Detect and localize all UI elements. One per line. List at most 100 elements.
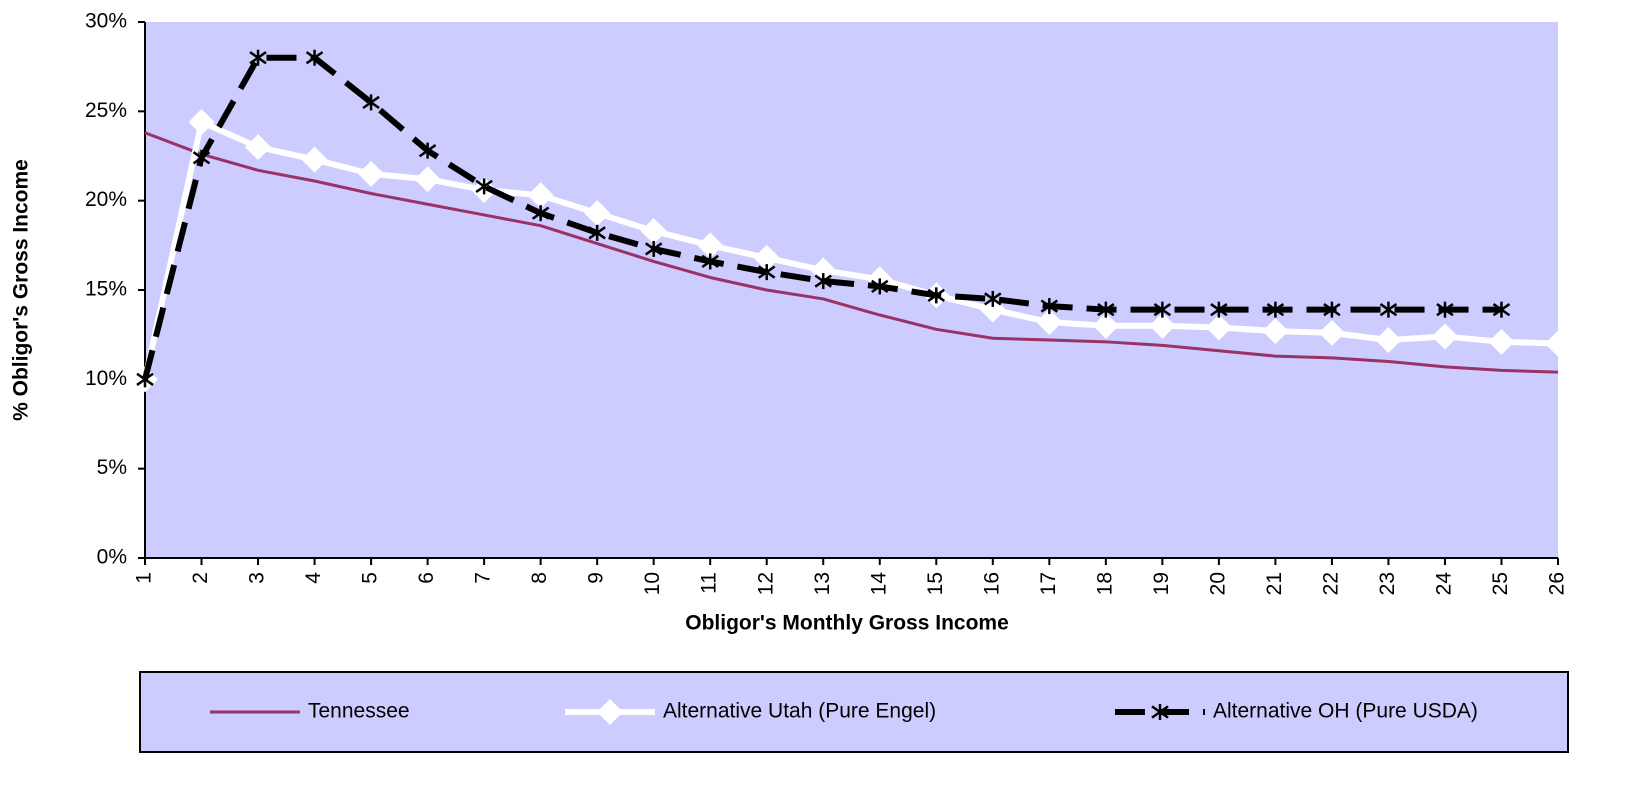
marker-stroke (418, 144, 437, 158)
x-tick-label: 2 (189, 572, 212, 584)
point-marker (984, 290, 1002, 307)
point-marker (1092, 312, 1119, 339)
marker-stroke (927, 288, 945, 302)
marker-stroke (1492, 303, 1511, 317)
point-marker (814, 273, 832, 290)
marker-stroke (136, 372, 154, 386)
x-tick-label: 23 (1376, 572, 1399, 595)
point-marker (697, 232, 724, 259)
x-axis-title: Obligor's Monthly Gross Income (685, 612, 1009, 635)
x-tick-label: 13 (811, 572, 834, 595)
marker-stroke (1436, 303, 1454, 317)
point-marker (1492, 301, 1511, 318)
x-tick-label: 8 (528, 572, 551, 584)
x-tick-label: 26 (1546, 572, 1569, 595)
point-marker (1379, 301, 1398, 318)
plot-area (145, 22, 1558, 558)
marker-stroke (871, 279, 889, 294)
marker-stroke (984, 292, 1002, 306)
point-marker (1151, 704, 1169, 720)
point-marker (1266, 301, 1285, 318)
marker-stroke (531, 206, 550, 220)
point-marker (1431, 323, 1458, 350)
x-tick-label: 1 (133, 572, 156, 584)
point-marker (192, 149, 211, 166)
point-marker (358, 160, 385, 187)
y-tick-label: 0% (97, 546, 127, 569)
point-marker (1097, 301, 1115, 318)
y-tick-label: 10% (85, 367, 127, 390)
point-marker (475, 178, 493, 195)
x-tick-label: 10 (641, 572, 664, 595)
marker-stroke (1153, 303, 1172, 317)
legend-box (139, 671, 1569, 753)
marker-stroke (1323, 303, 1341, 317)
point-marker (301, 146, 328, 173)
x-tick-label: 5 (359, 572, 382, 584)
marker-stroke (192, 151, 211, 165)
x-tick-label: 14 (867, 572, 890, 596)
point-marker (871, 278, 889, 295)
point-marker (1488, 328, 1515, 355)
legend-label: Alternative Utah (Pure Engel) (663, 700, 936, 723)
point-marker (414, 166, 441, 193)
x-tick-label: 18 (1093, 572, 1116, 595)
x-tick-label: 15 (924, 572, 947, 595)
point-marker (1323, 301, 1341, 318)
point-marker (1210, 301, 1228, 318)
marker-stroke (701, 254, 719, 269)
marker-stroke (1097, 303, 1115, 317)
legend-label: Tennessee (308, 700, 410, 723)
x-tick-label: 12 (754, 572, 777, 595)
point-marker (245, 134, 272, 161)
x-tick-label: 6 (415, 572, 438, 584)
marker-stroke (1266, 303, 1285, 317)
x-tick-label: 16 (980, 572, 1003, 595)
marker-stroke (475, 179, 493, 193)
point-marker (644, 240, 663, 257)
marker-stroke (814, 274, 832, 288)
point-marker (531, 205, 550, 222)
marker-stroke (1379, 303, 1398, 317)
marker-stroke (362, 95, 380, 110)
x-tick-label: 22 (1319, 572, 1342, 595)
marker-stroke (1040, 299, 1059, 313)
y-axis-title: % Obligor's Gross Income (10, 159, 33, 421)
point-marker (362, 94, 380, 111)
point-marker (1436, 301, 1454, 318)
point-marker (927, 287, 945, 304)
point-marker (1036, 309, 1063, 336)
x-tick-label: 4 (302, 572, 325, 584)
point-marker (1149, 312, 1176, 339)
point-marker (1375, 327, 1402, 354)
x-tick-label: 25 (1489, 572, 1512, 595)
y-tick-label: 15% (85, 278, 127, 301)
x-tick-label: 7 (472, 572, 495, 584)
point-marker (136, 371, 154, 388)
marker-stroke (758, 265, 776, 279)
x-tick-label: 24 (1433, 572, 1456, 596)
marker-stroke (644, 242, 663, 256)
y-tick-label: 20% (85, 188, 127, 211)
point-marker (418, 142, 437, 159)
x-tick-label: 17 (1037, 572, 1060, 595)
point-marker (753, 244, 780, 271)
marker-stroke (305, 51, 324, 65)
point-marker (249, 49, 267, 66)
series-line (144, 131, 1559, 374)
x-tick-label: 3 (246, 572, 269, 584)
marker-stroke (249, 51, 267, 65)
point-marker (1545, 330, 1571, 357)
x-tick-label: 19 (1150, 572, 1173, 595)
legend-label: Alternative OH (Pure USDA) (1213, 700, 1478, 723)
x-tick-label: 21 (1263, 572, 1286, 595)
y-tick-label: 5% (97, 456, 127, 479)
point-marker (1040, 298, 1059, 315)
point-marker (527, 182, 554, 209)
point-marker (640, 218, 667, 245)
marker-stroke (1210, 303, 1228, 317)
point-marker (1205, 314, 1232, 341)
point-marker (758, 264, 776, 281)
marker-stroke (588, 226, 606, 240)
x-tick-label: 11 (698, 572, 721, 594)
